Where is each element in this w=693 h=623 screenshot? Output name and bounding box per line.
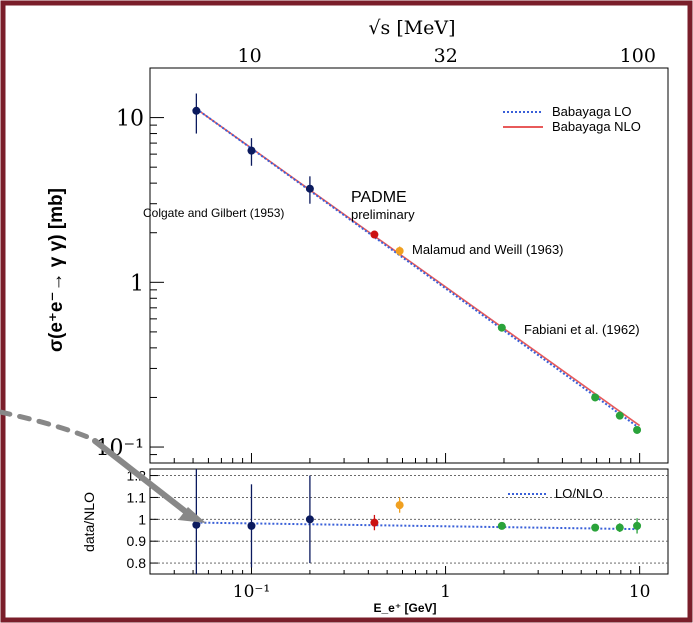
data-point [247,146,256,155]
top-axis-tick-label: 32 [434,45,458,67]
ratio-y-tick-labels: 0.80.911.11.2 [127,468,147,572]
data-point [370,230,379,239]
ratio-point [305,515,314,524]
data-point [633,425,642,434]
ratio-y-tick-label: 0.9 [127,533,147,549]
top-axis-tick-label: 100 [620,45,656,67]
curve-babayaga-nlo [195,108,641,427]
legend-nlo-label: Babayaga NLO [552,119,641,134]
curve-babayaga-lo [195,108,641,430]
main-legend: Babayaga LO Babayaga NLO [503,104,641,134]
overlay-arrow-shaft [92,438,193,518]
top-axis-label: √s [MeV] [368,17,455,39]
ratio-point [395,501,404,510]
annotation-padme-title: PADME [351,189,407,206]
ratio-curves [196,521,640,531]
ratio-y-tick-label: 1 [138,511,146,527]
ratio-curve-lo-nlo [196,521,640,531]
main-curves [195,108,641,430]
data-point [395,246,404,255]
annotation-colgate: Colgate and Gilbert (1953) [143,206,284,220]
overlay-arrow [0,409,206,523]
annotation-padme-sub: preliminary [351,207,415,222]
legend-lonlo-label: LO/NLO [555,486,603,501]
legend-lo-label: Babayaga LO [552,104,632,119]
ratio-y-axis-label: data/NLO [81,492,97,552]
ratio-y-tick-label: 0.8 [127,555,147,571]
ratio-points [192,469,642,574]
ratio-x-tick-label: 10⁻¹ [233,582,270,602]
ratio-point [497,521,506,530]
main-y-tick-label: 10 [116,107,144,132]
ratio-point [591,523,600,532]
main-panel-frame [149,67,669,464]
ratio-panel-frame [149,468,669,575]
main-y-axis-label: σ(e⁺e⁻→ γ γ) [mb] [46,188,67,352]
ratio-point [633,521,642,530]
ratio-point [615,523,624,532]
data-point [615,411,624,420]
main-panel-ticks [150,117,641,463]
main-y-tick-label: 1 [130,271,144,296]
data-point [305,184,314,193]
ratio-ticks [150,475,641,574]
data-point [192,106,201,115]
data-point [497,323,506,332]
overlay-dashed-arc [0,409,98,443]
top-axis-tick-label: 10 [238,45,262,67]
data-point [591,393,600,402]
ratio-point [247,521,256,530]
main-points [192,93,642,434]
annotation-fabiani: Fabiani et al. (1962) [524,322,640,337]
overlay-arrow-head [178,507,206,523]
ratio-x-tick-label: 1 [440,582,451,602]
ratio-y-tick-label: 1.1 [127,489,147,505]
annotation-malamud: Malamud and Weill (1963) [412,242,564,257]
ratio-legend: LO/NLO [508,486,603,501]
ratio-x-tick-label: 10 [629,582,651,602]
ratio-point [370,518,379,527]
ratio-x-tick-labels: 10⁻¹ 1 10 [233,582,651,602]
ratio-point [192,520,201,529]
ratio-x-axis-label: E_e⁺ [GeV] [373,601,436,615]
